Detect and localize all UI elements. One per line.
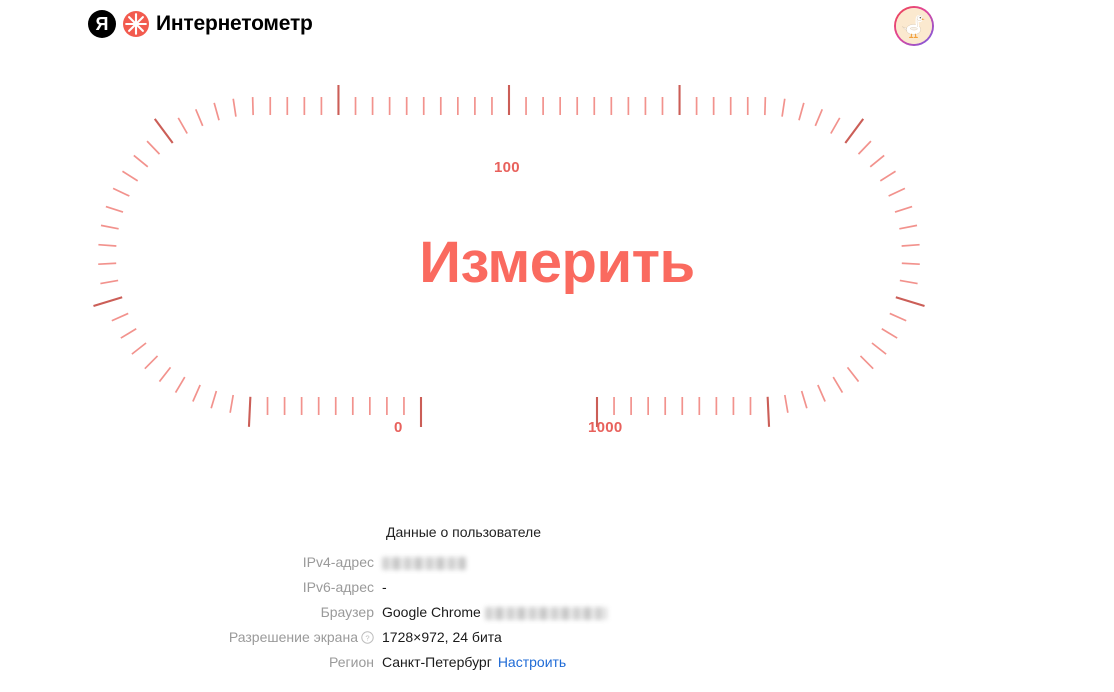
user-data-row: Браузер Google Chrome — [214, 600, 607, 625]
user-data-value-text: - — [382, 579, 387, 595]
page-header: Я Интернетометр — [0, 0, 1114, 52]
goose-icon — [896, 8, 932, 44]
measure-button[interactable]: Измерить — [0, 229, 1114, 296]
redacted-value — [382, 556, 466, 570]
user-data-value — [382, 550, 607, 575]
internetometer-star-icon — [123, 11, 149, 37]
user-avatar[interactable] — [894, 6, 934, 46]
user-data-value: Санкт-Петербург Настроить — [382, 650, 607, 675]
gauge-tick-label-0: 0 — [394, 419, 403, 436]
user-data-key: Регион — [329, 654, 374, 670]
user-data-row: IPv4-адрес — [214, 550, 607, 575]
speed-gauge: 100 0 1000 Измерить — [0, 85, 1114, 455]
svg-text:?: ? — [365, 633, 369, 642]
help-icon[interactable]: ? — [361, 631, 374, 644]
user-data-table: IPv4-адрес IPv6-адрес - Браузер Google Chrom… — [214, 550, 607, 675]
brand-name: Интернетометр — [156, 12, 313, 35]
user-data-value: 1728×972, 24 бита — [382, 625, 607, 650]
brand-logo-link[interactable]: Я Интернетометр — [88, 10, 313, 38]
gauge-tick-label-1000: 1000 — [588, 419, 623, 436]
user-data-value-text: Санкт-Петербург — [382, 654, 492, 670]
user-data-title: Данные о пользователе — [386, 524, 542, 540]
user-data-value-text: 1728×972, 24 бита — [382, 629, 502, 645]
configure-region-link[interactable]: Настроить — [497, 654, 567, 670]
user-data-value: - — [382, 575, 607, 600]
user-data-value-text: Google Chrome — [382, 604, 481, 620]
user-data-key: IPv6-адрес — [302, 579, 374, 595]
user-data-row: IPv6-адрес - — [214, 575, 607, 600]
yandex-ya-logo-icon: Я — [88, 10, 116, 38]
user-data-row: Регион Санкт-Петербург Настроить — [214, 650, 607, 675]
avatar-image — [896, 8, 932, 44]
user-data-row: Разрешение экрана? 1728×972, 24 бита — [214, 625, 607, 650]
gauge-tick-label-100: 100 — [494, 159, 520, 176]
user-data-key: IPv4-адрес — [302, 554, 374, 570]
redacted-value — [484, 606, 607, 620]
user-data-value: Google Chrome — [382, 600, 607, 625]
user-data-section: Данные о пользователе IPv4-адрес IPv6-адр… — [0, 524, 1114, 675]
user-data-key: Разрешение экрана? — [214, 625, 382, 650]
user-data-key: Браузер — [320, 604, 374, 620]
gauge-ticks — [93, 85, 925, 427]
